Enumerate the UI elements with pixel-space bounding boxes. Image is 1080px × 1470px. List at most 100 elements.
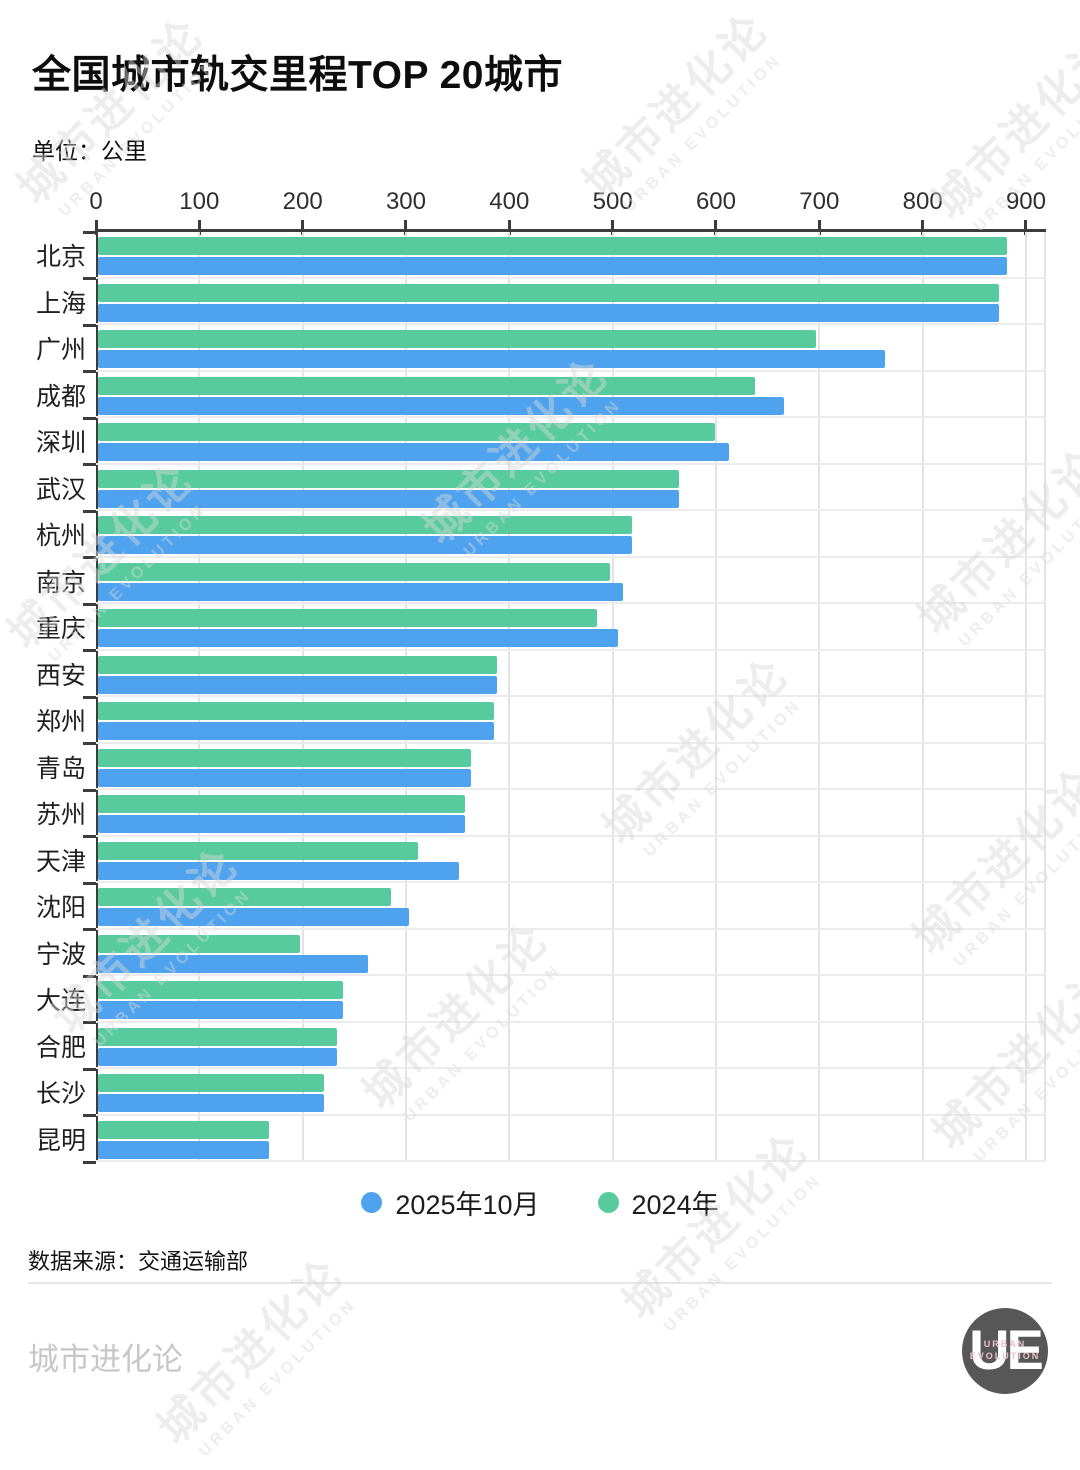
bar-2024-长沙 [98,1074,325,1092]
x-tick-label: 900 [1005,188,1047,215]
city-label: 南京 [35,568,86,597]
watermark-cn-text: 城市进化论 [573,3,779,209]
legend-item-2024: 2024年 [597,1183,719,1222]
city-row-14: 天津 [36,837,1046,885]
bar-2025oct-深圳 [98,443,730,461]
infographic-rail-transit-top20: { "title": "全国城市轨交里程TOP 20城市", "subtitle… [0,3,1080,1461]
unit-label: 单位：公里 [32,138,147,164]
x-axis-tick [921,220,925,235]
x-axis-tick [301,220,305,235]
horizontal-gridline [96,1113,1046,1116]
city-row-16: 宁波 [36,930,1046,978]
bar-chart-plot: 北京 上海 广州 成都 深圳 武汉 杭州 南京 重庆 西安 郑州 青岛 苏州 天津 沈阳 宁波 大连 合肥 长沙 昆明 [36,220,1046,1164]
city-row-7: 杭州 [36,511,1046,559]
legend-label-2025: 2025年10月 [395,1189,540,1220]
city-row-9: 重庆 [36,604,1046,652]
city-label: 北京 [35,243,86,272]
horizontal-gridline [96,462,1046,465]
horizontal-gridline [96,416,1046,418]
ue-logo: UE URBAN EVOLUTION [962,1308,1048,1394]
x-tick-label: 600 [695,188,737,215]
y-axis-tick [83,370,96,373]
y-axis-tick [83,1021,96,1024]
x-axis-tick [404,220,408,235]
data-source-note: 数据来源：交通运输部 [28,1249,249,1274]
legend-item-2025: 2025年10月 [361,1183,540,1222]
bar-2024-沈阳 [98,888,392,906]
bar-2024-成都 [98,376,756,395]
city-label: 大连 [35,987,86,1016]
vertical-gridline [198,232,201,1162]
x-tick-label: 700 [799,188,840,215]
vertical-gridline [301,232,304,1162]
y-axis-tick [83,230,96,234]
city-label: 杭州 [35,522,86,551]
city-label: 郑州 [35,708,86,737]
city-row-3: 广州 [36,325,1046,373]
bar-2024-宁波 [98,934,300,953]
y-axis-tick [83,416,96,420]
bar-2024-青岛 [98,748,472,767]
bar-2024-郑州 [98,702,494,720]
x-axis-tick [611,220,615,235]
city-row-8: 南京 [36,558,1046,606]
bar-2024-天津 [98,841,419,860]
x-axis-tick [1024,220,1028,235]
horizontal-gridline [96,1160,1046,1162]
vertical-gridline [921,232,924,1162]
bar-2024-西安 [98,655,497,674]
bar-2024-南京 [98,562,610,581]
ue-logo-caption: URBAN EVOLUTION [962,1338,1048,1362]
vertical-gridline [1024,232,1027,1162]
city-label: 宁波 [35,940,86,969]
page-title: 全国城市轨交里程TOP 20城市 [32,54,563,97]
bar-2025oct-成都 [98,396,785,415]
city-row-13: 苏州 [36,790,1046,838]
bar-2024-北京 [98,237,1008,255]
vertical-gridline [818,232,821,1162]
vertical-gridline [404,232,407,1162]
city-label: 西安 [35,661,86,690]
bar-2025oct-苏州 [98,815,465,833]
y-axis-line [96,232,98,1162]
bar-2025oct-长沙 [98,1094,325,1112]
watermark-cn-text: 城市进化论 [8,8,214,214]
city-row-15: 沈阳 [36,883,1046,931]
x-axis-tick [94,220,98,235]
ue-logo-initials: UE [969,1318,1044,1381]
x-tick-label: 400 [489,188,530,215]
y-axis-tick [83,1067,96,1071]
bar-2025oct-杭州 [98,536,633,554]
bar-2025oct-昆明 [98,1140,269,1159]
bar-2025oct-广州 [98,350,886,368]
horizontal-gridline [96,648,1046,651]
y-axis-tick [83,649,96,652]
city-row-2: 上海 [36,279,1046,327]
y-axis-tick [83,881,96,885]
x-tick-label: 100 [179,188,220,215]
y-axis-tick [83,556,96,559]
horizontal-gridline [96,555,1046,558]
city-row-18: 合肥 [36,1023,1046,1071]
bar-2025oct-西安 [98,675,497,694]
vertical-gridline [714,232,717,1162]
city-row-11: 郑州 [36,697,1046,745]
bar-2024-合肥 [98,1027,337,1046]
city-label: 合肥 [35,1033,86,1062]
bar-2025oct-北京 [98,257,1008,275]
y-axis-tick [83,695,96,699]
y-axis-tick [83,1114,96,1117]
bar-2024-上海 [98,283,1000,302]
city-row-4: 成都 [36,372,1046,420]
y-axis-tick [83,463,96,466]
city-row-1: 北京 [36,230,1046,280]
horizontal-gridline [96,509,1046,511]
bar-2025oct-上海 [98,303,1000,322]
brand-name: 城市进化论 [28,1342,183,1377]
y-axis-tick [83,742,96,745]
horizontal-gridline [96,1067,1046,1069]
bar-2024-深圳 [98,423,715,441]
footer-divider [28,1282,1052,1284]
bar-2024-苏州 [98,795,465,813]
bar-2024-广州 [98,330,817,348]
